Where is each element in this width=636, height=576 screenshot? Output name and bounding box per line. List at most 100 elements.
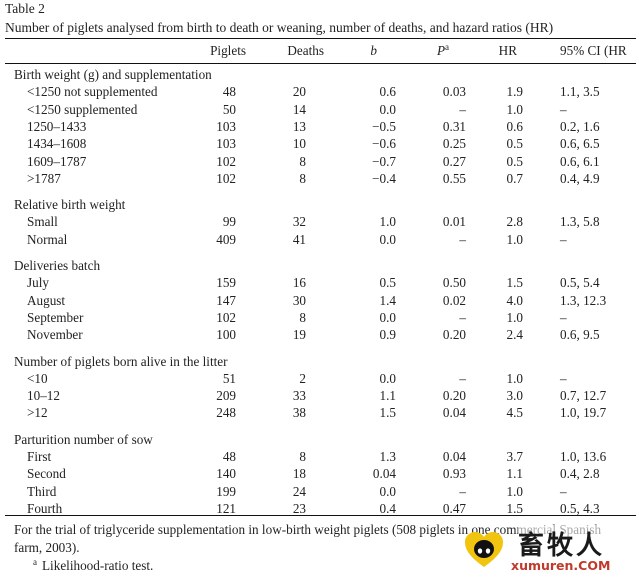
- cell-hr: 0.7: [506, 170, 523, 186]
- cell-hr: 0.6: [506, 118, 523, 134]
- row-label: Normal: [27, 231, 68, 247]
- cell-deaths: 38: [292, 405, 306, 421]
- table-caption: Number of piglets analysed from birth to…: [5, 20, 554, 35]
- cell-p: –: [459, 483, 466, 499]
- cell-hr: 1.1: [506, 466, 523, 482]
- cell-piglets: 100: [216, 327, 236, 343]
- cell-deaths: 20: [292, 84, 306, 100]
- cell-p: 0.20: [442, 388, 466, 404]
- cell-p: 0.20: [442, 327, 466, 343]
- cell-p: –: [459, 370, 466, 386]
- table-row: >1787 102 8 −0.4 0.55 0.7 0.4, 4.9: [5, 170, 636, 187]
- table-row: September 102 8 0.0 – 1.0 –: [5, 309, 636, 326]
- cell-piglets: 51: [222, 370, 236, 386]
- cell-p: 0.55: [442, 170, 466, 186]
- cell-piglets: 102: [216, 153, 236, 169]
- cell-deaths: 8: [299, 449, 306, 464]
- cell-hr: 1.0: [506, 309, 523, 325]
- cell-p: 0.01: [442, 214, 466, 230]
- footnote-line-1: For the trial of triglyceride supplement…: [14, 522, 602, 537]
- cell-p: 0.47: [442, 500, 466, 516]
- footnote-a-text: Likelihood-ratio test.: [42, 558, 154, 573]
- row-label: First: [27, 449, 52, 464]
- cell-ci: 1.1, 3.5: [560, 84, 600, 100]
- cell-deaths: 23: [292, 500, 306, 516]
- cell-piglets: 409: [216, 231, 236, 247]
- cell-p: –: [459, 309, 466, 325]
- cell-deaths: 10: [292, 136, 306, 152]
- cell-piglets: 140: [216, 466, 236, 482]
- table-row: 1434–1608 103 10 −0.6 0.25 0.5 0.6, 6.5: [5, 135, 636, 152]
- cell-b: −0.5: [372, 118, 396, 134]
- cell-piglets: 103: [216, 136, 236, 152]
- cell-ci: 1.3, 12.3: [560, 292, 607, 308]
- cell-ci: 1.0, 19.7: [560, 405, 607, 421]
- cell-b: −0.7: [372, 153, 396, 169]
- cell-p: –: [459, 231, 466, 247]
- cell-b: 1.4: [379, 292, 396, 308]
- cell-p: 0.04: [442, 405, 466, 421]
- cell-b: 0.0: [379, 483, 396, 499]
- cell-b: 0.9: [379, 327, 396, 343]
- section-title: Deliveries batch: [5, 257, 636, 274]
- cell-piglets: 121: [216, 500, 236, 516]
- cell-ci: 0.4, 2.8: [560, 466, 600, 482]
- header-p-label: P: [436, 43, 445, 58]
- cell-hr: 1.0: [506, 483, 523, 499]
- table-row: November 100 19 0.9 0.20 2.4 0.6, 9.5: [5, 326, 636, 343]
- cell-hr: 2.8: [506, 214, 523, 230]
- cell-hr: 4.0: [506, 292, 523, 308]
- cell-deaths: 18: [292, 466, 306, 482]
- cell-p: 0.93: [442, 466, 466, 482]
- row-label: 1434–1608: [27, 136, 87, 152]
- cell-b: −0.4: [372, 170, 396, 186]
- cell-b: 1.5: [379, 405, 396, 421]
- cell-ci: –: [560, 483, 567, 499]
- cell-piglets: 159: [216, 275, 236, 291]
- cell-hr: 1.5: [506, 500, 523, 516]
- header-p: Pa: [437, 42, 449, 59]
- cell-p: 0.02: [442, 292, 466, 308]
- watermark-url: xumuren.COM: [511, 558, 611, 573]
- cell-piglets: 102: [216, 309, 236, 325]
- table-row: First 48 8 1.3 0.04 3.7 1.0, 13.6: [5, 448, 636, 465]
- top-rule: [5, 38, 636, 40]
- section-title-text: Deliveries batch: [14, 258, 101, 273]
- table-row: >12 248 38 1.5 0.04 4.5 1.0, 19.7: [5, 404, 636, 421]
- cell-b: 1.1: [379, 388, 396, 404]
- header-hr: HR: [498, 43, 517, 58]
- table-row: July 159 16 0.5 0.50 1.5 0.5, 5.4: [5, 274, 636, 291]
- row-label: Third: [27, 483, 57, 499]
- cell-b: −0.6: [372, 136, 396, 152]
- table-row: 1609–1787 102 8 −0.7 0.27 0.5 0.6, 6.1: [5, 153, 636, 170]
- section-title-text: Parturition number of sow: [14, 431, 153, 447]
- cell-p: 0.04: [442, 449, 466, 464]
- cell-hr: 2.4: [506, 327, 523, 343]
- cell-deaths: 41: [292, 231, 306, 247]
- cell-hr: 0.5: [506, 153, 523, 169]
- cell-hr: 4.5: [506, 405, 523, 421]
- cell-ci: 1.3, 5.8: [560, 214, 600, 230]
- cell-b: 1.3: [379, 449, 396, 464]
- cell-hr: 1.0: [506, 370, 523, 386]
- cell-ci: –: [560, 231, 567, 247]
- cell-b: 0.0: [379, 101, 396, 117]
- row-label: <10: [27, 370, 48, 386]
- row-label: Second: [27, 466, 66, 482]
- cell-piglets: 209: [216, 388, 236, 404]
- cell-p: 0.27: [442, 153, 466, 169]
- cell-b: 0.0: [379, 370, 396, 386]
- watermark: 畜牧人 xumuren.COM: [463, 525, 633, 574]
- row-label: July: [27, 275, 49, 291]
- table-row: Second 140 18 0.04 0.93 1.1 0.4, 2.8: [5, 465, 636, 482]
- cell-hr: 0.5: [506, 136, 523, 152]
- cell-p: –: [459, 101, 466, 117]
- table-row: Fourth 121 23 0.4 0.47 1.5 0.5, 4.3: [5, 500, 636, 517]
- bottom-rule: [5, 515, 636, 517]
- header-ci: 95% CI (HR: [560, 43, 627, 58]
- cell-deaths: 8: [299, 309, 306, 325]
- cell-ci: 0.5, 4.3: [560, 500, 600, 516]
- section-title: Parturition number of sow: [5, 431, 636, 448]
- cell-ci: 0.7, 12.7: [560, 388, 607, 404]
- cell-piglets: 99: [222, 214, 236, 230]
